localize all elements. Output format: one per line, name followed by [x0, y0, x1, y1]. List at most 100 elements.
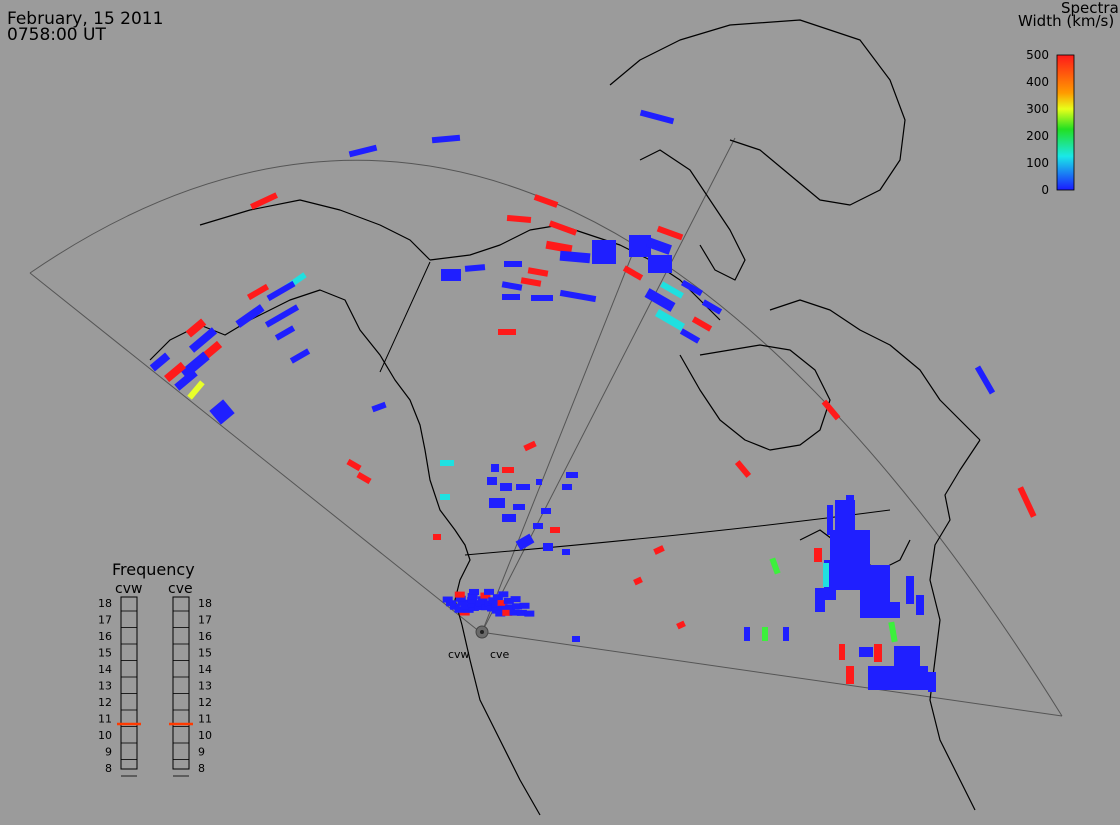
echo-cell [454, 606, 465, 613]
echo-cell [527, 267, 549, 277]
echo-cell [533, 523, 543, 529]
fov-left-edge [29, 272, 481, 633]
frequency-tick-cve: 8 [198, 762, 205, 775]
echo-cell [815, 588, 825, 612]
echo-cell [543, 543, 553, 551]
echo-cell [545, 240, 573, 254]
echo-cell [562, 484, 572, 490]
frequency-column-cvw [120, 596, 138, 770]
site-label-cvw: cvw [448, 648, 470, 661]
echo-cell [744, 627, 750, 641]
border-us-canada [464, 509, 891, 556]
echo-cell [502, 467, 514, 473]
echo-cell [572, 636, 580, 642]
frequency-tick-cvw: 8 [105, 762, 112, 775]
frequency-tick-cvw: 15 [98, 647, 112, 660]
echo-cell [839, 644, 845, 660]
echo-cell [653, 545, 665, 555]
echo-cell [467, 597, 478, 604]
echo-cell [506, 214, 532, 224]
frequency-scale: 18 18 17 17 16 16 15 15 14 14 13 13 12 12 11 11 10 10 9 9 8 8 [98, 597, 212, 777]
echo-cell [274, 325, 296, 341]
echo-cell [916, 595, 924, 615]
frequency-tick-cvw: 9 [105, 746, 112, 759]
echo-cell [187, 380, 205, 400]
borders [379, 261, 891, 556]
echo-cell [827, 505, 833, 535]
frequency-tick-cvw: 12 [98, 696, 112, 709]
frequency-tick-cvw: 17 [98, 614, 112, 627]
radar-sites: cvw cve [448, 625, 510, 661]
echo-cell [235, 304, 265, 328]
echo-cell [502, 294, 520, 300]
site-label-cve: cve [490, 648, 510, 661]
echo-cell [497, 600, 508, 607]
echo-cell [454, 591, 465, 598]
echo-cell [487, 477, 497, 485]
coast-baffin [639, 149, 746, 281]
echo-cell [660, 281, 684, 299]
echo-cell [846, 666, 854, 684]
colorbar-tick-label: 100 [1026, 156, 1049, 170]
echo-cell [442, 596, 453, 603]
echo-cell [906, 576, 914, 604]
echo-cell [356, 471, 372, 485]
echo-cell [266, 280, 296, 302]
echo-cell [467, 593, 478, 600]
echo-cell [468, 604, 479, 611]
echo-cell [455, 595, 466, 602]
echo-cell [440, 494, 450, 500]
echo-cell [783, 627, 789, 641]
echo-cell [504, 261, 522, 267]
coastlines [149, 19, 981, 816]
echo-cell [474, 604, 485, 611]
echo-cell [644, 288, 676, 312]
colorbar: 500 400 300 200 100 0 [1026, 48, 1075, 197]
echo-cell [477, 596, 488, 603]
echo-cell [814, 548, 822, 562]
echo-cell [489, 498, 505, 508]
colorbar-gradient [1056, 54, 1075, 191]
echo-cell [519, 602, 530, 609]
echo-cell [440, 460, 454, 466]
frequency-tick-cve: 11 [198, 713, 212, 726]
echo-cell [348, 144, 378, 158]
echo-cell [246, 283, 270, 301]
frequency-tick-cve: 9 [198, 746, 205, 759]
echo-cell [622, 265, 644, 281]
echo-cell [639, 109, 675, 125]
echo-cell [504, 604, 515, 611]
echo-cell [859, 647, 873, 657]
coast-pacific-south [461, 624, 541, 816]
frequency-radar-cvw: cvw [115, 581, 142, 597]
echo-cell [180, 351, 210, 379]
echo-cell [457, 599, 468, 606]
echo-cell [492, 594, 503, 601]
echo-cell [449, 603, 460, 610]
frequency-tick-cve: 12 [198, 696, 212, 709]
frequency-tick-cvw: 18 [98, 597, 112, 610]
echo-cell [691, 316, 713, 332]
echo-cell [680, 279, 704, 297]
colorbar-title-line2: Width (km/s) [1018, 12, 1115, 30]
echo-cell [460, 603, 471, 610]
colorbar-tick-label: 200 [1026, 129, 1049, 143]
frequency-panel: Frequency cvw cve 18 18 17 17 16 16 15 15 14 14 13… [98, 560, 212, 777]
echo-cell [250, 192, 278, 210]
echo-cell [701, 299, 723, 315]
frequency-radar-cve: cve [168, 581, 193, 597]
echo-cell [491, 602, 502, 609]
echo-cell [541, 508, 551, 514]
echo-cell [762, 627, 768, 641]
echo-cell [734, 460, 752, 478]
echo-cell [174, 369, 198, 391]
echo-cell [860, 602, 900, 618]
echo-cell [500, 483, 512, 491]
echo-cell [149, 352, 171, 372]
colorbar-tick-label: 400 [1026, 75, 1049, 89]
echo-cell [502, 609, 513, 616]
header-date: February, 15 2011 [7, 9, 164, 29]
echo-cell [188, 327, 218, 353]
echo-cell [480, 592, 491, 599]
echo-cell [656, 225, 684, 241]
